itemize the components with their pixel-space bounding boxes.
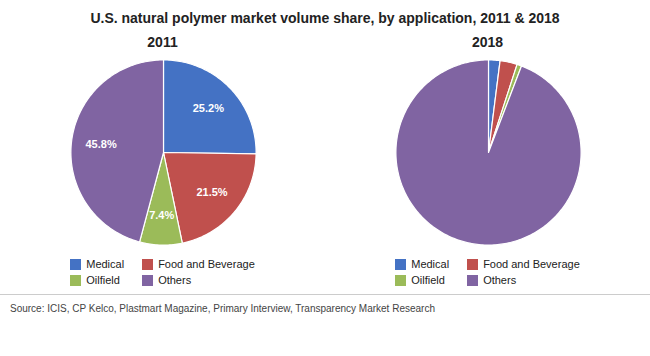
html-text:Source: ICIS, CP Kelco, Plastm: Source: ICIS, CP Kelco, Plastmart Magazi…	[10, 303, 435, 314]
html-text:Oilfield: Oilfield	[411, 274, 445, 286]
svg-text:7.4%: 7.4%	[149, 209, 174, 221]
html-text:Others: Others	[483, 274, 517, 286]
html-text:Medical: Medical	[86, 258, 125, 270]
svg-text:25.2%: 25.2%	[192, 102, 223, 114]
html-text:Food and Beverage: Food and Beverage	[158, 258, 255, 270]
html-text:Medical: Medical	[411, 258, 450, 270]
html-text:Oilfield: Oilfield	[86, 274, 120, 286]
html-text:U.S. natural polymer market vo: U.S. natural polymer market volume share…	[90, 10, 560, 26]
html-text:Food and Beverage: Food and Beverage	[483, 258, 580, 270]
svg-text:21.5%: 21.5%	[196, 186, 227, 198]
svg-text:45.8%: 45.8%	[85, 138, 116, 150]
html-text:Others: Others	[158, 274, 192, 286]
html-text:2011: 2011	[147, 34, 178, 50]
html-text:2018: 2018	[471, 34, 504, 50]
